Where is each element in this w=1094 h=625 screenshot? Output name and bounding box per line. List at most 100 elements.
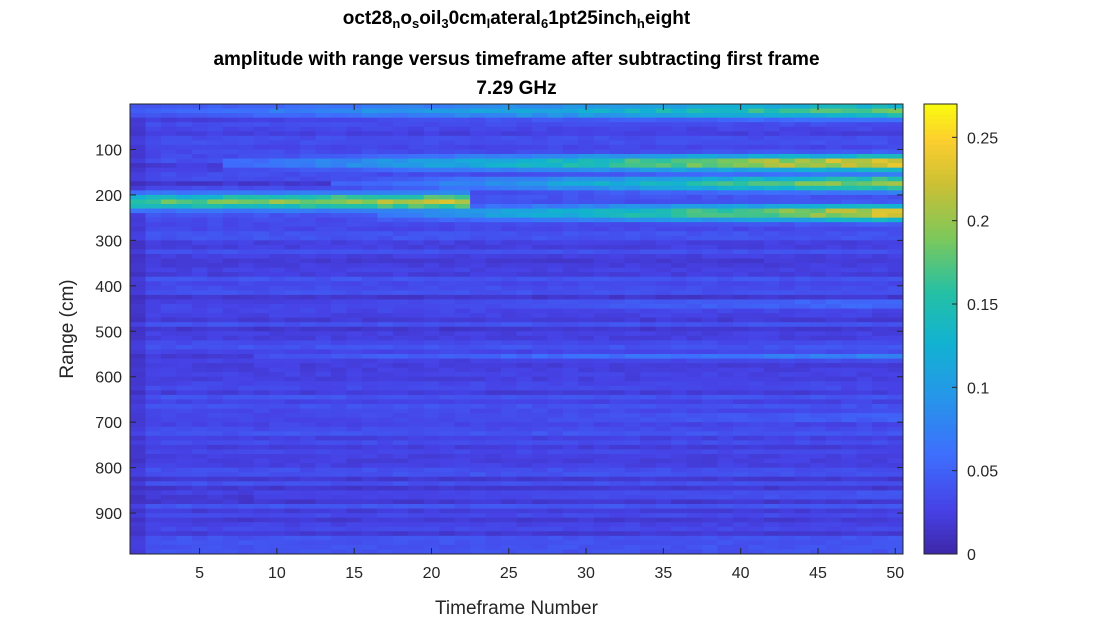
heatmap-cell [531,381,548,387]
heatmap-cell [253,154,270,159]
heatmap-cell [763,508,780,514]
heatmap-cell [671,335,687,341]
heatmap-cell [655,222,672,228]
heatmap-cell [671,517,687,523]
heatmap-cell [315,472,332,478]
heatmap-cell [330,299,347,305]
heatmap-cell [609,158,626,164]
heatmap-cell [176,494,193,500]
heatmap-cell [717,176,734,182]
heatmap-cell [810,158,827,164]
heatmap-cell [516,308,533,314]
heatmap-cell [300,294,316,300]
heatmap-cell [222,540,239,546]
heatmap-cell [408,222,425,228]
heatmap-cell [315,276,332,282]
heatmap-cell [253,181,270,187]
heatmap-cell [392,290,409,296]
heatmap-cell [671,472,687,478]
heatmap-cell [408,199,425,205]
heatmap-cell [578,181,595,187]
heatmap-cell [547,326,564,332]
heatmap-cell [825,181,842,187]
heatmap-cell [547,222,564,228]
heatmap-cell [825,435,842,441]
heatmap-cell [640,431,657,437]
heatmap-cell [392,394,409,400]
heatmap-cell [609,322,626,328]
heatmap-cell [856,249,873,255]
heatmap-cell [377,294,394,300]
heatmap-cell [732,113,749,119]
heatmap-cell [330,404,347,409]
heatmap-cell [640,535,657,541]
heatmap-cell [872,417,888,423]
heatmap-cell [640,276,657,282]
heatmap-cell [238,544,255,550]
heatmap-cell [330,272,347,278]
heatmap-cell [578,440,595,446]
heatmap-cell [531,485,548,491]
heatmap-cell [732,181,749,187]
heatmap-cell [748,385,765,391]
heatmap-cell [593,340,610,346]
heatmap-cell [485,267,502,273]
heatmap-cell [501,454,517,459]
heatmap-cell [686,126,703,132]
heatmap-cell [377,535,394,541]
heatmap-cell [609,408,626,414]
heatmap-cell [423,285,440,291]
heatmap-cell [160,204,177,209]
heatmap-cell [361,294,378,300]
heatmap-cell [253,385,270,391]
heatmap-cell [176,535,193,541]
heatmap-cell [856,231,873,237]
heatmap-cell [130,176,146,182]
heatmap-cell [655,485,672,491]
heatmap-cell [624,267,641,273]
heatmap-cell [748,254,765,259]
heatmap-cell [655,535,672,541]
heatmap-cell [253,226,270,232]
heatmap-cell [346,481,363,487]
heatmap-cell [856,217,873,223]
heatmap-cell [315,363,332,369]
heatmap-cell [810,317,827,323]
heatmap-cell [640,167,657,173]
heatmap-cell [284,344,301,350]
heatmap-cell [423,399,440,405]
heatmap-cell [671,381,687,387]
heatmap-cell [748,431,765,437]
heatmap-cell [160,381,177,387]
heatmap-cell [531,272,548,278]
heatmap-cell [300,485,316,491]
heatmap-cell [578,340,595,346]
heatmap-cell [609,113,626,119]
heatmap-cell [856,240,873,246]
heatmap-cell [562,126,579,132]
heatmap-cell [825,140,842,146]
heatmap-cell [794,108,811,114]
heatmap-cell [702,494,718,500]
heatmap-cell [284,417,301,423]
heatmap-cell [470,204,486,209]
heatmap-cell [470,281,486,287]
heatmap-cell [377,154,394,159]
heatmap-cell [686,435,703,441]
heatmap-cell [346,354,363,359]
heatmap-cell [315,190,332,196]
heatmap-cell [439,122,456,128]
heatmap-cell [825,104,842,109]
heatmap-cell [686,344,703,350]
heatmap-cell [253,163,270,169]
heatmap-cell [191,208,208,214]
heatmap-cell [423,276,440,282]
heatmap-cell [732,449,749,455]
heatmap-cell [609,413,626,419]
heatmap-cell [655,426,672,432]
heatmap-cell [841,263,858,269]
heatmap-cell [732,517,749,523]
heatmap-cell [779,217,796,223]
heatmap-cell [624,549,641,555]
heatmap-cell [315,149,332,155]
